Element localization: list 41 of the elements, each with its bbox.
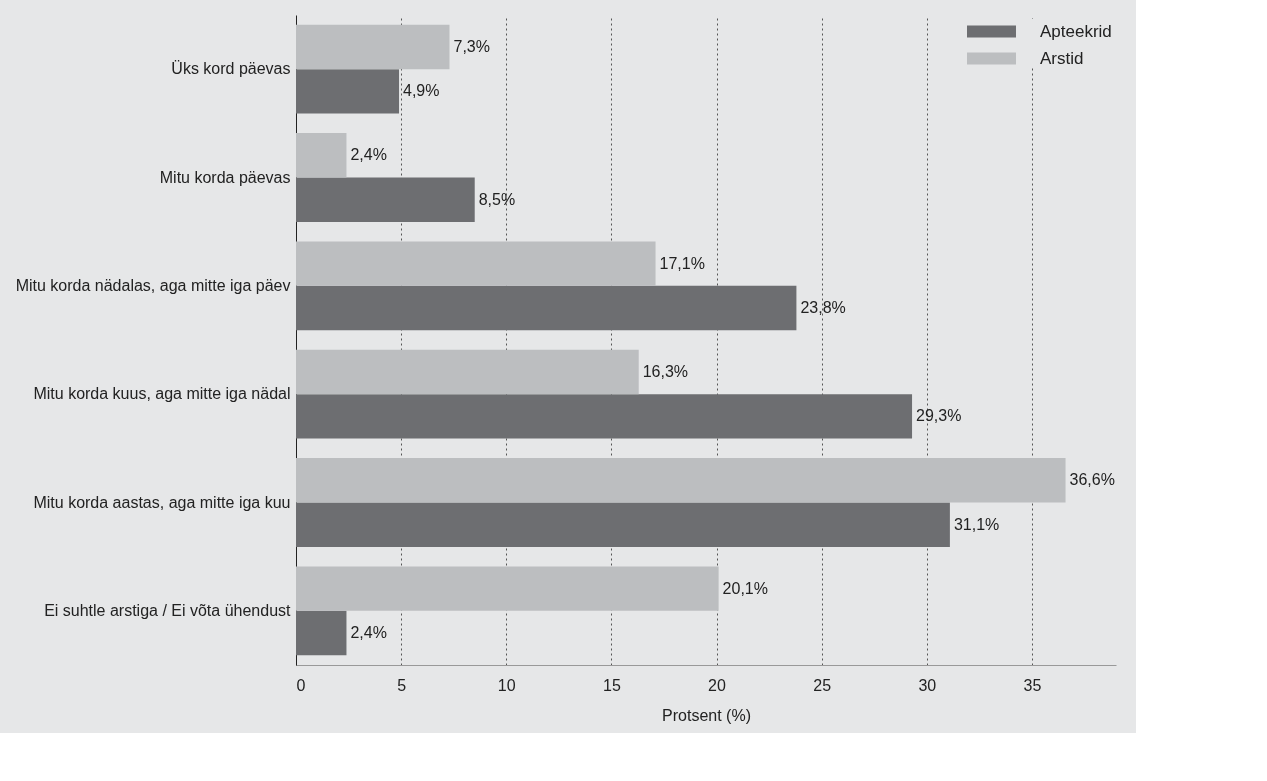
data-label: 29,3% [916, 407, 962, 425]
data-label: 4,9% [403, 82, 440, 100]
bar [296, 566, 719, 611]
data-label: 2,4% [350, 624, 387, 642]
x-tick-label: 5 [397, 676, 407, 694]
bar [296, 69, 400, 114]
x-tick-label: 25 [813, 676, 832, 694]
data-label: 16,3% [642, 362, 689, 380]
data-label: 31,1% [953, 515, 1000, 533]
data-label: 2,4% [350, 146, 387, 164]
bar [296, 610, 347, 656]
bar [296, 133, 347, 178]
y-tick-label: Mitu korda päevas [159, 168, 291, 186]
y-tick-label: Mitu korda aastas, aga mitte iga kuu [33, 493, 291, 511]
x-tick-label: 35 [1023, 676, 1042, 694]
y-tick-label: Mitu korda nädalas, aga mitte iga päev [15, 276, 291, 294]
legend-label: Arstid [1040, 48, 1084, 68]
x-tick-label: 0 [296, 676, 306, 694]
data-label: 23,8% [800, 299, 846, 317]
bar [296, 502, 950, 547]
y-tick-label: Üks kord päevas [171, 60, 291, 78]
x-tick-label: 20 [708, 676, 727, 694]
data-label: 36,6% [1069, 471, 1115, 489]
bar [296, 349, 639, 395]
bar [296, 177, 475, 222]
bar [296, 458, 1066, 503]
legend-label: Apteekrid [1040, 21, 1112, 41]
data-label: 17,1% [659, 254, 705, 272]
x-axis-title: Protsent (%) [662, 706, 751, 724]
bar [296, 394, 913, 439]
bar [296, 241, 656, 286]
x-tick-label: 15 [602, 676, 621, 694]
bar [296, 285, 797, 331]
y-tick-label: Ei suhtle arstiga / Ei võta ühendust [44, 601, 292, 619]
x-tick-label: 10 [497, 676, 516, 694]
x-tick-label: 30 [918, 676, 937, 694]
y-tick-label: Mitu korda kuus, aga mitte iga nädal [33, 385, 291, 403]
bar [296, 24, 450, 70]
data-label: 7,3% [453, 37, 490, 55]
data-label: 8,5% [478, 190, 516, 208]
data-label: 20,1% [722, 579, 768, 597]
